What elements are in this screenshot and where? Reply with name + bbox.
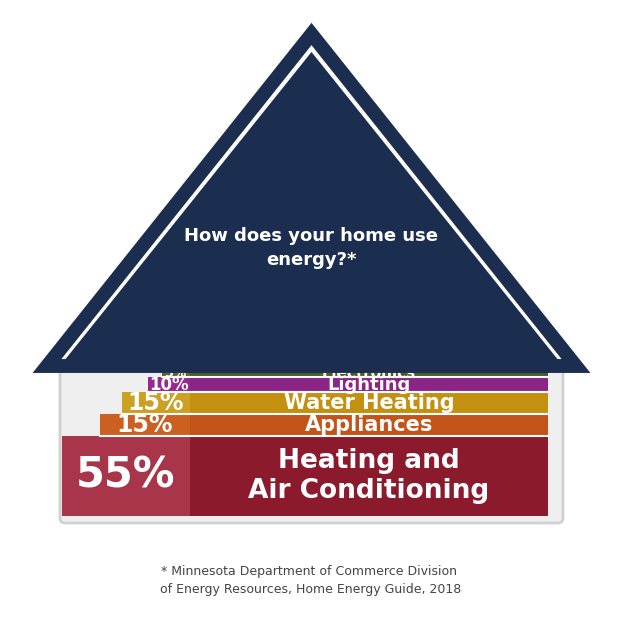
Bar — [62, 436, 190, 516]
Text: Heating and
Air Conditioning: Heating and Air Conditioning — [248, 448, 489, 504]
Bar — [190, 392, 548, 414]
Text: 15%: 15% — [117, 413, 173, 437]
FancyBboxPatch shape — [60, 363, 563, 523]
Bar — [122, 392, 190, 414]
Text: 55%: 55% — [76, 455, 176, 497]
Bar — [190, 414, 548, 436]
Text: How does your home use
energy?*: How does your home use energy?* — [185, 227, 439, 269]
Text: 10%: 10% — [149, 376, 189, 394]
Bar — [190, 370, 548, 378]
Text: Lighting: Lighting — [328, 376, 410, 394]
Text: * Minnesota Department of Commerce Division
 of Energy Resources, Home Energy Gu: * Minnesota Department of Commerce Divis… — [156, 564, 462, 596]
Bar — [100, 414, 190, 436]
Polygon shape — [43, 30, 580, 366]
Bar — [162, 370, 190, 378]
Polygon shape — [60, 52, 563, 366]
Bar — [148, 378, 190, 392]
Text: 5%: 5% — [166, 367, 187, 380]
Text: Appliances: Appliances — [305, 415, 433, 434]
Bar — [190, 378, 548, 392]
Bar — [190, 436, 548, 516]
Text: 15%: 15% — [128, 391, 184, 415]
Text: Electronics: Electronics — [322, 366, 416, 381]
Text: Water Heating: Water Heating — [284, 393, 454, 413]
